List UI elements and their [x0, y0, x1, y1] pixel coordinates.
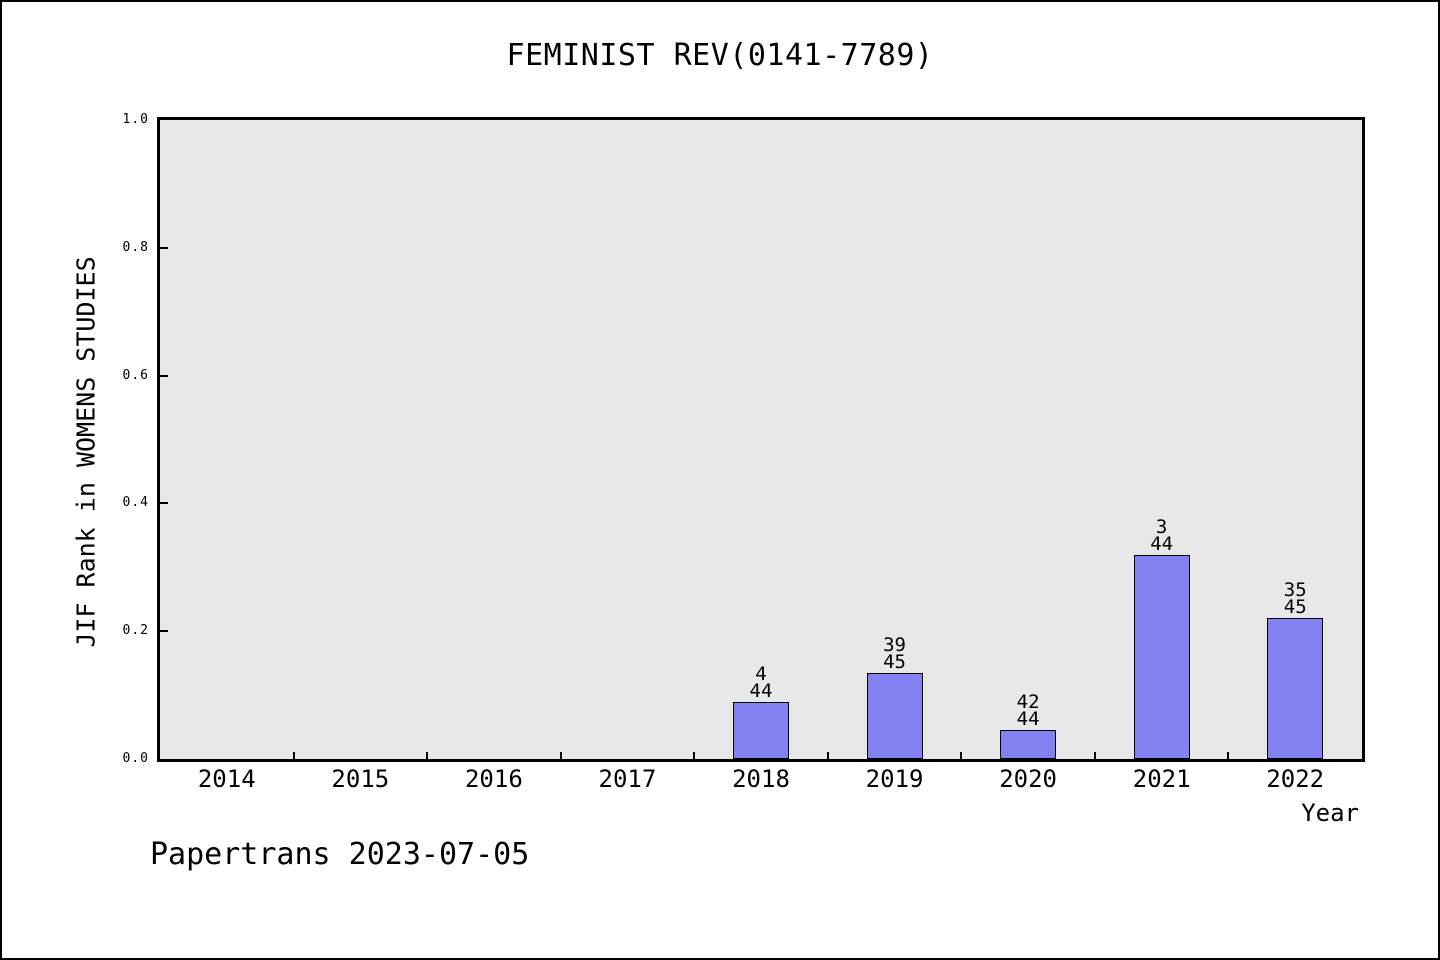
- bar-annotation-2022: 35 45: [1245, 578, 1345, 618]
- bar-annotation-2018: 4 44: [711, 662, 811, 702]
- x-tick-label-2016: 2016: [464, 765, 523, 793]
- x-tick-label-2017: 2017: [598, 765, 657, 793]
- x-axis-tick: [826, 752, 829, 759]
- x-axis-tick: [426, 752, 429, 759]
- bar-2020: [1000, 730, 1057, 759]
- x-tick-label-2020: 2020: [999, 765, 1057, 793]
- x-tick-label-2018: 2018: [732, 765, 790, 793]
- bar-annotation-2019: 39 45: [845, 633, 945, 673]
- bar-2022: [1267, 617, 1324, 759]
- y-tick-label-1.0: 1.0: [122, 112, 149, 127]
- bar-annotation-total: 44: [749, 679, 773, 702]
- y-tick-label-0.6: 0.6: [122, 367, 149, 383]
- y-tick-label-0.0: 0.0: [122, 751, 149, 766]
- y-tick-label-0.2: 0.2: [122, 623, 149, 639]
- y-tick-label-0.4: 0.4: [122, 495, 149, 511]
- bar-annotation-rank: 4: [755, 662, 767, 685]
- bar-annotation-total: 45: [1283, 595, 1307, 618]
- bar-annotation-2020: 42 44: [978, 691, 1078, 731]
- bar-annotation-rank: 39: [883, 633, 906, 656]
- bar-2018: [733, 701, 789, 759]
- y-axis-tick: [160, 502, 168, 505]
- bar-annotation-rank: 35: [1283, 578, 1307, 601]
- bar-annotation-total: 44: [1150, 533, 1174, 556]
- y-axis-tick: [160, 246, 168, 249]
- y-axis-label: JIF Rank in WOMENS STUDIES: [71, 256, 101, 648]
- bar-2019: [866, 672, 923, 759]
- x-axis-tick: [960, 752, 963, 759]
- bar-annotation-2021: 3 44: [1112, 516, 1212, 556]
- bar-annotation-rank: 3: [1155, 516, 1168, 539]
- x-tick-label-2015: 2015: [331, 765, 390, 793]
- x-axis-tick: [693, 752, 696, 759]
- x-tick-label-2021: 2021: [1132, 765, 1191, 793]
- y-tick-label-0.8: 0.8: [122, 239, 149, 255]
- bar-annotation-rank: 42: [1016, 691, 1040, 714]
- x-axis-tick: [1227, 752, 1230, 759]
- chart-title: FEMINIST REV(0141-7789): [506, 38, 934, 73]
- bar-annotation-total: 45: [883, 650, 906, 673]
- bar-2021: [1133, 555, 1190, 759]
- plot-area: 4 44 39 45 42 44 3 44 35 45: [157, 117, 1365, 762]
- x-tick-label-2019: 2019: [865, 765, 924, 793]
- watermark-text: Papertrans 2023-07-05: [150, 837, 530, 872]
- x-tick-label-2022: 2022: [1266, 765, 1325, 793]
- y-axis-tick: [160, 374, 168, 377]
- y-axis-tick: [160, 630, 168, 633]
- bar-annotation-total: 44: [1016, 708, 1040, 731]
- x-axis-tick: [292, 752, 295, 759]
- x-axis-tick: [1093, 752, 1096, 759]
- x-tick-label-2014: 2014: [197, 765, 256, 793]
- x-axis-tick: [559, 752, 562, 759]
- x-axis-label: Year: [1301, 799, 1359, 827]
